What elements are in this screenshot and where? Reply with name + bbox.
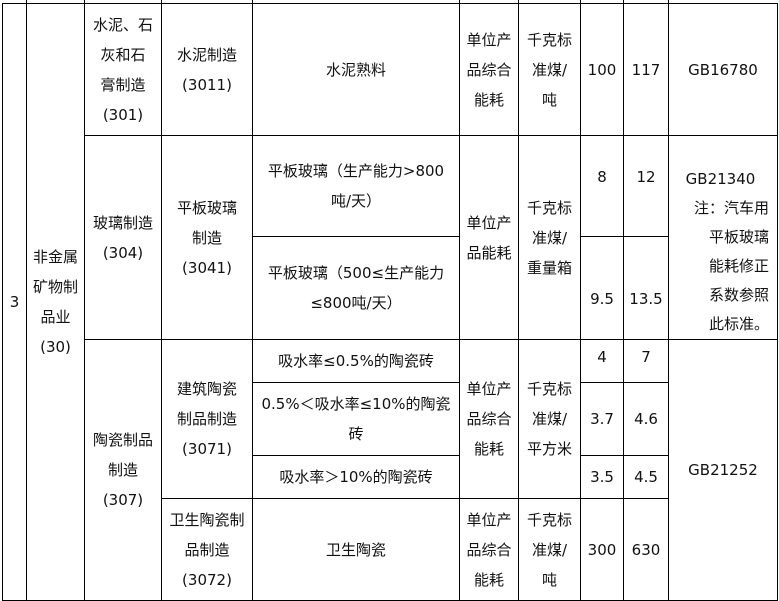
unit-cell: 千克标 准煤/ 吨 <box>518 3 581 136</box>
table-row: 卫生陶瓷制 品制造 (3072) 卫生陶瓷 单位产 品综合 能耗 千克标 准煤/… <box>3 498 778 601</box>
value1-cell: 3.5 <box>580 455 624 499</box>
standard-note-cell: GB21340 注：汽车用 平板玻璃 能耗修正 系数参照 此标准。 <box>668 135 778 340</box>
product-cell: 0.5%＜吸水率≤10%的陶瓷 砖 <box>252 382 460 456</box>
value2-cell: 117 <box>623 3 669 136</box>
industry-cell: 非金属 矿物制 品业 (30) <box>26 3 85 601</box>
value2-cell: 7 <box>623 339 669 383</box>
product-cell: 卫生陶瓷 <box>252 498 460 601</box>
indicator-cell: 单位产 品综合 能耗 <box>459 339 519 499</box>
product-cell: 水泥熟料 <box>252 3 460 136</box>
indicator-cell: 单位产 品综合 能耗 <box>459 3 519 136</box>
subcategory-cell: 水泥制造 (3011) <box>161 3 253 136</box>
value1-cell: 8 <box>580 134 624 238</box>
category-cell: 水泥、石 灰和石 膏制造 (301) <box>84 3 162 136</box>
standard-cell: GB21252 <box>668 339 778 601</box>
table-row: 3 非金属 矿物制 品业 (30) 水泥、石 灰和石 膏制造 (301) 水泥制… <box>2 3 778 601</box>
unit-cell: 千克标 准煤/ 吨 <box>518 498 581 601</box>
product-cell: 吸水率≤0.5%的陶瓷砖 <box>252 339 460 383</box>
energy-consumption-table: 3 非金属 矿物制 品业 (30) 水泥、石 灰和石 膏制造 (301) 水泥制… <box>2 3 778 601</box>
previous-row-edge <box>0 0 779 3</box>
value2-cell: 12 <box>623 134 669 238</box>
subcategory-cell: 建筑陶瓷 制品制造 (3071) <box>161 339 253 499</box>
standard-note: 注：汽车用 平板玻璃 能耗修正 系数参照 此标准。 <box>693 199 769 333</box>
value1-cell: 100 <box>580 3 624 136</box>
table-row: 平板玻璃（500≤生产能力 ≤800吨/天） 9.5 13.5 <box>3 236 778 340</box>
indicator-cell: 单位产 品综合 能耗 <box>459 498 519 601</box>
product-cell: 平板玻璃（500≤生产能力 ≤800吨/天） <box>252 236 460 340</box>
value2-cell: 4.6 <box>623 382 669 456</box>
table-row: 0.5%＜吸水率≤10%的陶瓷 砖 3.7 4.6 <box>3 382 778 456</box>
category-cell: 陶瓷制品 制造 (307) <box>84 339 162 601</box>
category-cell: 玻璃制造 (304) <box>84 135 162 340</box>
value1-cell: 9.5 <box>580 236 624 340</box>
product-cell: 吸水率＞10%的陶瓷砖 <box>252 455 460 499</box>
value1-cell: 300 <box>580 498 624 601</box>
value1-cell: 4 <box>580 339 624 383</box>
subcategory-cell: 平板玻璃 制造 (3041) <box>161 135 253 340</box>
standard-cell: GB16780 <box>668 3 778 136</box>
product-cell: 平板玻璃（生产能力>800 吨/天） <box>252 134 460 238</box>
indicator-cell: 单位产 品能耗 <box>459 135 519 340</box>
unit-cell: 千克标 准煤/ 重量箱 <box>518 135 581 340</box>
table-row: 陶瓷制品 制造 (307) 建筑陶瓷 制品制造 (3071) 吸水率≤0.5%的… <box>3 339 778 601</box>
table-row: 玻璃制造 (304) 平板玻璃 制造 (3041) 平板玻璃（生产能力>800 … <box>3 134 778 340</box>
value2-cell: 630 <box>623 498 669 601</box>
value2-cell: 4.5 <box>623 455 669 499</box>
unit-cell: 千克标 准煤/ 平方米 <box>518 339 581 499</box>
value2-cell: 13.5 <box>623 236 669 340</box>
standard-code: GB21340 <box>685 170 756 188</box>
value1-cell: 3.7 <box>580 382 624 456</box>
group-number: 3 <box>2 3 27 601</box>
subcategory-cell: 卫生陶瓷制 品制造 (3072) <box>161 498 253 601</box>
table-row: 吸水率＞10%的陶瓷砖 3.5 4.5 <box>3 455 778 499</box>
